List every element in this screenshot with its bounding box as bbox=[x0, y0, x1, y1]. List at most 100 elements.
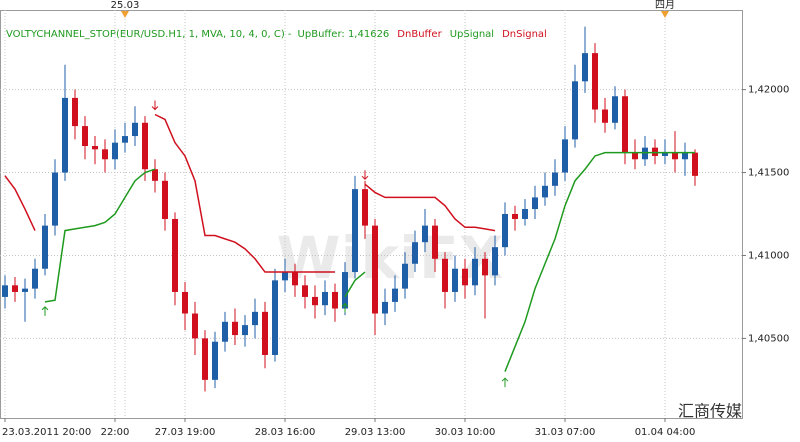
candle-body bbox=[142, 122, 148, 170]
candle-body bbox=[402, 263, 408, 289]
candle-body bbox=[442, 258, 448, 292]
candle-body bbox=[122, 136, 128, 143]
candle-body bbox=[622, 96, 628, 153]
candle-body bbox=[152, 169, 158, 181]
candle-body bbox=[312, 296, 318, 306]
credit: 汇商传媒 bbox=[678, 402, 742, 421]
candle-body bbox=[672, 152, 678, 160]
candle-body bbox=[132, 122, 138, 137]
legend-entry: DnBuffer bbox=[397, 29, 442, 40]
candle-body bbox=[612, 96, 618, 123]
candle-body bbox=[2, 285, 8, 297]
y-tick-label: 1,40500 bbox=[748, 333, 789, 344]
candle-body bbox=[392, 288, 398, 302]
plot-layer bbox=[0, 10, 742, 418]
candle-body bbox=[252, 311, 258, 326]
candle-body bbox=[262, 311, 268, 355]
candle-body bbox=[102, 149, 108, 160]
top-label: 四月 bbox=[655, 0, 675, 11]
candle-body bbox=[682, 152, 688, 160]
y-tick-label: 1,41500 bbox=[748, 168, 789, 179]
candle-body bbox=[372, 225, 378, 314]
candle-body bbox=[92, 146, 98, 150]
candle-body bbox=[162, 180, 168, 219]
legend-title: VOLTYCHANNEL_STOP(EUR/USD.H1, 1, MVA, 10… bbox=[6, 29, 292, 40]
candle-body bbox=[212, 341, 218, 380]
x-tick-label: 31.03 07:00 bbox=[535, 427, 596, 438]
legend-entry: UpSignal bbox=[450, 29, 494, 40]
legend-entry: DnSignal bbox=[502, 29, 547, 40]
candle-body bbox=[72, 97, 78, 127]
y-tick-label: 1,42000 bbox=[748, 85, 789, 96]
candle-body bbox=[382, 301, 388, 314]
candle-body bbox=[192, 313, 198, 339]
top-marker bbox=[121, 11, 129, 18]
candle-body bbox=[482, 258, 488, 276]
buffer-line bbox=[4, 113, 496, 273]
candle-body bbox=[562, 139, 568, 173]
candle-body bbox=[462, 268, 468, 286]
top-label: 25.03 bbox=[111, 0, 140, 11]
candle-body bbox=[342, 272, 348, 309]
candle-body bbox=[42, 225, 48, 269]
candle-body bbox=[32, 268, 38, 289]
candle-body bbox=[472, 258, 478, 286]
candle-body bbox=[182, 291, 188, 314]
x-tick-label: 22:00 bbox=[101, 427, 130, 438]
candle-body bbox=[542, 185, 548, 198]
x-tick-label: 23.03.2011 20:00 bbox=[2, 427, 91, 438]
candle-body bbox=[232, 321, 238, 336]
signal-arrow bbox=[501, 377, 509, 388]
watermark: WikiFX bbox=[277, 224, 504, 292]
candle-body bbox=[282, 272, 288, 281]
candle-body bbox=[292, 272, 298, 286]
signal-arrow bbox=[341, 302, 349, 313]
signal-arrow bbox=[361, 170, 369, 180]
candle-body bbox=[352, 189, 358, 273]
x-tick-label: 29.03 13:00 bbox=[345, 427, 406, 438]
candle-body bbox=[172, 218, 178, 292]
candle-body bbox=[692, 152, 698, 176]
x-tick-label: 27.03 19:00 bbox=[155, 427, 216, 438]
candle-body bbox=[492, 247, 498, 276]
candle-body bbox=[522, 209, 528, 219]
candle-body bbox=[52, 172, 58, 226]
candle-body bbox=[512, 214, 518, 219]
candle-body bbox=[62, 97, 68, 173]
candle-body bbox=[22, 288, 28, 292]
candle-body bbox=[432, 225, 438, 259]
candle-body bbox=[112, 142, 118, 160]
candle-body bbox=[572, 81, 578, 140]
x-tick-label: 30.03 10:00 bbox=[435, 427, 496, 438]
candle-body bbox=[82, 126, 88, 146]
candle-body bbox=[632, 152, 638, 160]
x-tick-label: 28.03 16:00 bbox=[255, 427, 316, 438]
candle-body bbox=[652, 147, 658, 156]
legend-status: UpBuffer: 1,41626 bbox=[298, 29, 390, 40]
signal-arrow bbox=[151, 100, 159, 111]
candle-body bbox=[662, 152, 668, 156]
candle-body bbox=[322, 291, 328, 306]
candle-body bbox=[362, 189, 368, 226]
candle-body bbox=[602, 109, 608, 123]
candle-body bbox=[422, 225, 428, 243]
candle-body bbox=[582, 53, 588, 82]
candle-body bbox=[242, 325, 248, 336]
candle-body bbox=[202, 338, 208, 380]
candle-body bbox=[412, 242, 418, 264]
candle-body bbox=[12, 285, 18, 292]
candle-body bbox=[272, 280, 278, 355]
candle-body bbox=[642, 147, 648, 160]
signal-arrow bbox=[41, 306, 49, 316]
plot-frame bbox=[0, 10, 743, 419]
candle-body bbox=[222, 321, 228, 342]
candle-body bbox=[332, 291, 338, 309]
candle-body bbox=[302, 285, 308, 297]
top-marker bbox=[661, 11, 669, 18]
x-tick-label: 01.04 04:00 bbox=[635, 427, 696, 438]
candle-body bbox=[502, 214, 508, 248]
candle-body bbox=[532, 197, 538, 210]
y-tick-label: 1,41000 bbox=[748, 250, 789, 261]
